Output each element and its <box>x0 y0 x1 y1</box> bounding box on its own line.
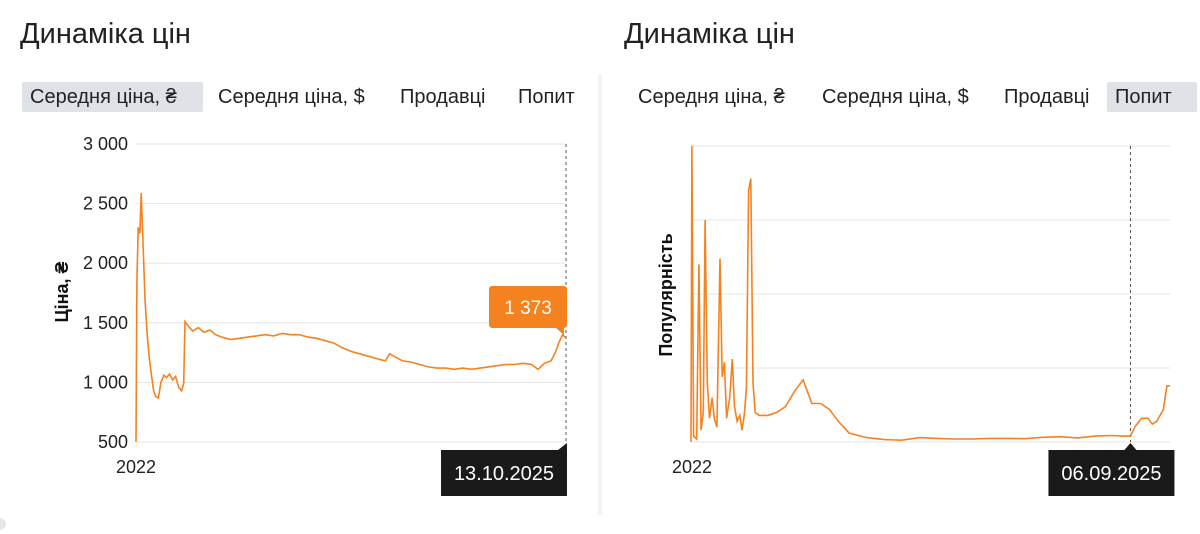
demand-chart: Популярність 2022 06.09.2025 <box>656 145 1175 496</box>
tab-avg-price-usd[interactable]: Середня ціна, $ <box>822 86 969 108</box>
panel-title: Динаміка цін <box>624 18 795 50</box>
date-tooltip: 13.10.2025 <box>441 443 567 496</box>
tooltip-date: 06.09.2025 <box>1061 463 1161 485</box>
y-tick-label: 3 000 <box>83 134 128 154</box>
price-series-line[interactable] <box>135 192 567 443</box>
value-tooltip: 1 373 <box>489 285 567 335</box>
tab-demand[interactable]: Попит <box>518 86 575 108</box>
tab-avg-price-uah[interactable]: Середня ціна, ₴ <box>22 82 203 112</box>
y-tick-label: 2 500 <box>83 194 128 214</box>
tab-sellers[interactable]: Продавці <box>1004 86 1090 108</box>
tooltip-value: 1 373 <box>504 298 552 319</box>
y-axis-title: Ціна, ₴ <box>52 261 72 322</box>
x-tick-label: 2022 <box>116 457 156 477</box>
y-tick-label: 1 500 <box>83 313 128 333</box>
price-dynamics-panel-right: Динаміка цін Середня ціна, ₴ Середня цін… <box>602 0 1200 534</box>
date-tooltip: 06.09.2025 <box>1048 443 1175 496</box>
tab-sellers[interactable]: Продавці <box>400 86 486 108</box>
panel-divider <box>598 75 602 515</box>
scroll-edge <box>0 518 6 530</box>
price-chart: 3 000 2 500 2 000 1 500 1 000 500 Ціна, ₴ 202… <box>52 134 567 496</box>
tab-avg-price-usd[interactable]: Середня ціна, $ <box>218 86 365 108</box>
x-tick-label: 2022 <box>672 457 712 477</box>
demand-series-line[interactable] <box>690 145 1170 443</box>
price-dynamics-panel-left: Динаміка цін Середня ціна, ₴ Середня цін… <box>0 0 598 534</box>
y-tick-label: 2 000 <box>83 253 128 273</box>
tab-avg-price-uah[interactable]: Середня ціна, ₴ <box>638 86 785 108</box>
y-tick-label: 500 <box>98 432 128 452</box>
y-axis-title: Популярність <box>656 233 676 356</box>
tab-demand[interactable]: Попит <box>1107 82 1197 112</box>
panel-title: Динаміка цін <box>20 18 191 50</box>
y-tick-label: 1 000 <box>83 372 128 392</box>
tooltip-date: 13.10.2025 <box>454 463 554 485</box>
